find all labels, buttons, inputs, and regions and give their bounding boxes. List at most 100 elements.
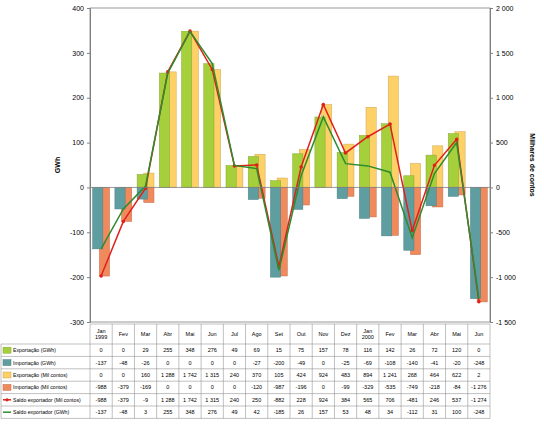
tick: 300 [72,50,90,57]
table-line [1,406,490,407]
table-value: 26 [409,347,415,353]
table-value: -329 [362,384,373,390]
table-value: 1 241 [383,372,397,378]
table-value: 370 [252,372,261,378]
bar-series [137,31,458,187]
axis-line [491,9,494,323]
bar [404,176,414,188]
legend-label: Exportação (Mil contos) [13,372,68,378]
table-value: -20 [453,360,461,366]
tick-label: 300 [72,50,84,57]
tick-mark [87,232,90,233]
tick-mark [87,53,90,54]
table-value: 42 [254,409,260,415]
tick-mark [490,232,493,233]
line [101,31,479,302]
table-line [290,324,291,418]
legend-swatch [3,372,11,378]
plot-area [93,29,488,303]
tick-label: 1 000 [496,94,514,101]
category-label: Mai [186,331,195,337]
marker [299,165,303,169]
table-value: -379 [118,384,129,390]
tick: 1 500 [490,50,514,57]
tick-label: 200 [72,94,84,101]
table-value: -988 [96,384,107,390]
table-value: -120 [251,384,262,390]
tick: -300 [70,319,90,326]
table-value: 0 [322,384,325,390]
table-value: 0 [100,347,103,353]
table-value: 116 [363,347,372,353]
marker [99,274,103,278]
bar [182,31,192,187]
tick-mark [490,322,493,323]
category-label: Set [275,331,284,337]
markers [99,29,480,303]
marker [455,137,459,141]
chart: -300-200-1000100200300400-1 500-1 000-50… [0,0,544,426]
tick-mark [87,277,90,278]
legend-label: Importação (GWh) [13,360,56,366]
tick: -200 [70,274,90,281]
table-value: 228 [297,397,306,403]
table-line [178,324,179,418]
table-value: 622 [452,372,461,378]
marker [477,300,481,304]
bar [115,187,125,209]
table-value: 0 [166,360,169,366]
tick: 400 [72,5,90,12]
table-value: -108 [384,360,395,366]
table-value: -749 [407,384,418,390]
table-value: -112 [407,409,418,415]
table-value: -196 [296,384,307,390]
table-value: 268 [408,372,417,378]
tick-mark [87,8,90,9]
bar [382,124,392,188]
table-value: -200 [273,360,284,366]
table-value: 894 [363,372,372,378]
tick: 1 000 [490,94,514,101]
category-label: Fev [385,331,394,337]
legend-label: Saldo exportador (Mil contos) [13,397,81,403]
tick: 200 [72,94,90,101]
marker [388,122,392,126]
category-label: Nov [318,331,328,337]
table-value: 26 [298,409,304,415]
bar [382,187,392,235]
table-value: 15 [276,347,282,353]
table-value: 0 [211,384,214,390]
table-value: 75 [298,347,304,353]
table-line [201,324,202,418]
bar [226,165,236,187]
tick-label: -500 [496,229,510,236]
tick-mark [87,98,90,99]
legend-label: Exportação (GWh) [13,347,56,353]
bar [448,187,458,196]
table-line [90,324,490,325]
table-line [1,393,490,394]
y2-axis-title: Milhares de contos [529,133,536,197]
table-value: 0 [122,372,125,378]
table-line [312,324,313,418]
y-axis: -300-200-1000100200300400 [70,5,91,326]
tick: 500 [490,139,508,146]
tick-mark [87,322,90,323]
line [101,31,479,298]
marker [433,164,437,168]
legend-swatch [3,411,11,413]
table-line [267,324,268,418]
tick-label: -200 [70,274,84,281]
table-value: 160 [141,372,150,378]
table-value: 0 [188,384,191,390]
bar [93,187,103,248]
legend-swatch [3,360,11,366]
table-value: -379 [118,397,129,403]
table-line [90,324,91,418]
bar [426,187,436,205]
table-value: -169 [140,384,151,390]
table-value: 157 [319,347,328,353]
tick-label: 100 [72,139,84,146]
table-line [245,324,246,418]
table-value: -9 [143,397,148,403]
